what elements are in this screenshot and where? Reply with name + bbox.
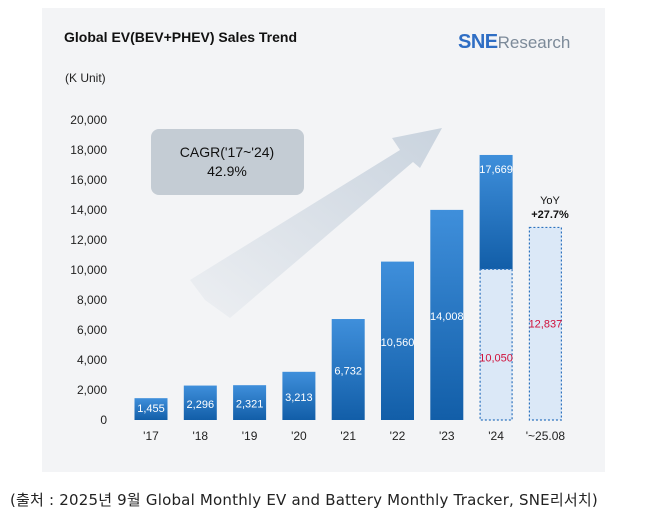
bar-value-label: 1,455	[137, 403, 165, 415]
yoy-annotation: YoY +27.7%	[531, 195, 569, 221]
source-note: (출처 : 2025년 9월 Global Monthly EV and Bat…	[10, 491, 598, 509]
bar	[282, 371, 316, 420]
x-tick-label: '17	[143, 429, 159, 443]
x-tick-label: '19	[242, 429, 258, 443]
y-tick-label: 4,000	[77, 353, 107, 367]
bar-value-label: 14,008	[430, 311, 464, 323]
y-tick-label: 6,000	[77, 323, 107, 337]
y-tick-label: 18,000	[70, 143, 107, 157]
bar-partial	[479, 268, 513, 421]
bar	[479, 154, 513, 270]
bar	[381, 261, 414, 420]
bar-value-label: 2,296	[187, 399, 215, 411]
chart-title: Global EV(BEV+PHEV) Sales Trend	[64, 29, 297, 45]
growth-arrow	[190, 128, 442, 318]
yoy-label: YoY	[540, 195, 560, 207]
x-tick-label: '21	[340, 429, 356, 443]
bar-value-label: 2,321	[236, 399, 264, 411]
bar-partial	[528, 226, 563, 421]
cagr-label: CAGR('17~'24)	[180, 144, 274, 160]
cagr-box-bg	[151, 129, 304, 195]
bar-value-label: 10,560	[381, 337, 415, 349]
y-axis: 0 2,000 4,000 6,000 8,000 10,000 12,000 14,000 1…	[70, 113, 107, 427]
brand-logo-research: Research	[497, 33, 571, 52]
y-tick-label: 20,000	[70, 113, 107, 127]
bar-partial-label: 10,050	[479, 353, 513, 365]
y-tick-label: 8,000	[77, 293, 107, 307]
y-tick-label: 10,000	[70, 263, 107, 277]
bar	[430, 209, 464, 420]
bar	[233, 385, 267, 420]
y-tick-label: 12,000	[70, 233, 107, 247]
unit-label: (K Unit)	[65, 71, 106, 85]
y-tick-label: 16,000	[70, 173, 107, 187]
brand-logo: SNEResearch	[458, 31, 570, 54]
x-tick-label: '24	[488, 429, 504, 443]
x-tick-label: '22	[390, 429, 406, 443]
bar-value-label: 3,213	[285, 392, 313, 404]
bar	[331, 319, 365, 420]
bar	[183, 385, 217, 420]
growth-arrow-shape	[190, 128, 442, 318]
x-tick-label: '18	[192, 429, 208, 443]
x-axis: '17 '18 '19 '20 '21 '22 '23 '24 '~25.08	[143, 429, 565, 443]
y-tick-label: 2,000	[77, 383, 107, 397]
yoy-value: +27.7%	[531, 209, 569, 221]
x-tick-label: '~25.08	[526, 429, 566, 443]
bar-value-label: 17,669	[479, 164, 513, 176]
cagr-value: 42.9%	[207, 163, 247, 179]
y-tick-label: 0	[100, 413, 107, 427]
bar	[134, 398, 168, 420]
x-tick-label: '20	[291, 429, 307, 443]
cagr-annotation: CAGR('17~'24) 42.9%	[151, 129, 304, 195]
brand-logo-sne: SNE	[458, 31, 498, 53]
bar-value-label: 6,732	[334, 366, 362, 378]
bar-series: 1,455 2,296 2,321 3,213 6,732 10,560 14,008 10,…	[134, 154, 563, 421]
x-tick-label: '23	[439, 429, 455, 443]
bar-partial-label: 12,837	[529, 319, 563, 331]
y-tick-label: 14,000	[70, 203, 107, 217]
